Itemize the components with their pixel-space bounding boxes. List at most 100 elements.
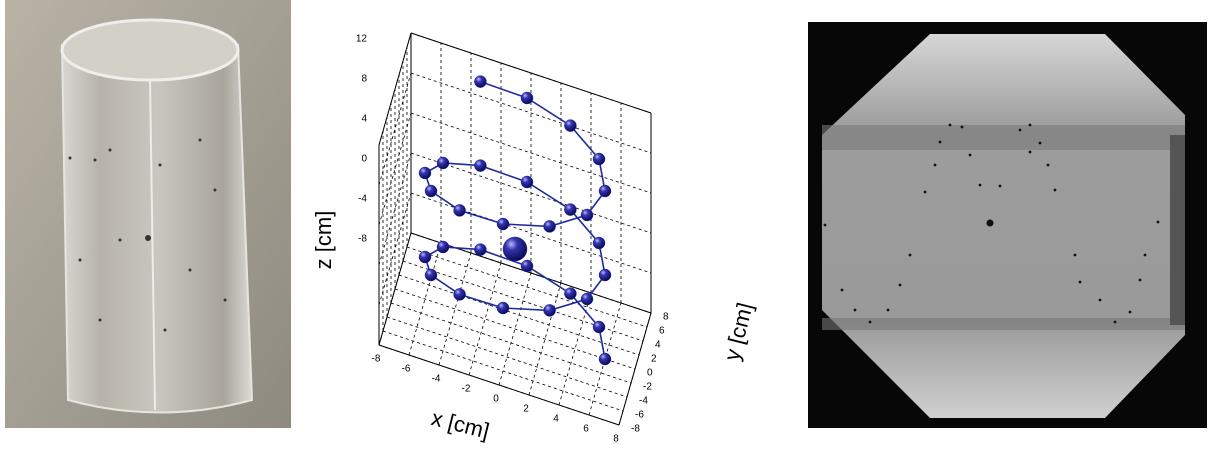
marker <box>580 208 594 222</box>
x-tick-label: 0 <box>493 394 499 405</box>
z-tick-label: -4 <box>358 194 367 205</box>
marker <box>543 304 556 317</box>
helix-chart: x [cm] y [cm] z [cm] -8 -6 -4 -2 0 2 4 6 8 -8 -6 -4… <box>311 32 758 445</box>
marker <box>598 184 612 198</box>
x-tick-label: 8 <box>613 434 619 445</box>
z-tick-label: 0 <box>361 154 367 165</box>
y-tick-label: -4 <box>639 396 648 407</box>
marker <box>496 301 510 315</box>
box-edge <box>378 344 620 426</box>
x-tick-label: -4 <box>432 374 441 385</box>
grid-line <box>558 292 592 406</box>
xray-markers <box>823 123 1160 324</box>
x-tick-label: 2 <box>523 404 529 415</box>
y-tick-label: 4 <box>655 340 661 351</box>
marker <box>564 287 577 300</box>
marker <box>520 259 534 273</box>
phantom-photo <box>5 0 291 428</box>
box-edge <box>410 32 652 114</box>
marker <box>592 152 606 166</box>
marker <box>564 203 577 216</box>
grid-line <box>410 112 652 194</box>
y-tick-label: 2 <box>651 354 657 365</box>
x-tick-label: -2 <box>462 384 471 395</box>
x-tick-label: 6 <box>583 424 589 435</box>
grid-line <box>398 274 640 356</box>
y-tick-label: -6 <box>635 410 644 421</box>
marker <box>453 288 466 301</box>
z-tick-label: 12 <box>356 34 368 45</box>
marker <box>474 75 487 88</box>
grid-line <box>410 72 652 154</box>
marker <box>436 240 450 254</box>
grid-line <box>390 302 632 384</box>
cylinder-body <box>60 29 254 414</box>
xray-image <box>808 22 1207 428</box>
box-edge <box>378 32 412 146</box>
z-axis-label: z [cm] <box>311 211 336 270</box>
grid-line <box>498 272 532 386</box>
marker <box>592 320 606 334</box>
grid-line <box>408 242 442 356</box>
grid-line <box>394 288 636 370</box>
z-tick-label: 8 <box>361 74 367 85</box>
marker <box>564 119 577 132</box>
marker <box>592 236 606 250</box>
x-tick-label: -6 <box>402 364 411 375</box>
xray-field <box>822 34 1185 418</box>
x-axis-label: x [cm] <box>429 405 492 443</box>
marker <box>520 175 534 189</box>
xray-edge <box>1170 135 1185 325</box>
y-tick-label: 0 <box>647 368 653 379</box>
photo-markers <box>68 138 227 332</box>
marker <box>436 156 450 170</box>
marker <box>418 250 432 264</box>
y-tick-label: 6 <box>659 326 665 337</box>
box-edge <box>618 312 652 426</box>
y-tick-label: -8 <box>631 424 640 435</box>
grid-line <box>386 316 628 398</box>
y-axis-label: y [cm] <box>719 300 757 363</box>
grid-line <box>382 330 624 412</box>
grid-line <box>410 152 652 234</box>
grid <box>378 32 652 426</box>
x-tick-label: -8 <box>372 354 381 365</box>
y-tick-label: -2 <box>643 382 652 393</box>
marker <box>453 204 466 217</box>
marker <box>580 292 594 306</box>
grid-line <box>378 152 412 266</box>
box-edge <box>410 232 652 314</box>
box-edge <box>378 232 412 346</box>
grid-line <box>588 302 622 416</box>
grid-line <box>378 192 412 306</box>
marker <box>520 91 534 105</box>
cylinder-seam <box>149 79 156 411</box>
grid-line <box>378 112 412 226</box>
marker <box>418 166 432 180</box>
grid-line <box>438 252 472 366</box>
grid-line <box>468 262 502 376</box>
marker <box>424 268 438 282</box>
marker <box>502 236 528 262</box>
marker <box>598 268 612 282</box>
helix-line <box>424 80 606 360</box>
grid-line <box>528 282 562 396</box>
x-tick-label: 4 <box>553 414 559 425</box>
z-tick-label: -8 <box>358 234 367 245</box>
marker <box>474 243 487 256</box>
z-tick-label: 4 <box>361 114 367 125</box>
grid-line <box>410 192 652 274</box>
grid-line <box>378 72 412 186</box>
cylinder-top <box>60 18 240 82</box>
marker <box>543 220 556 233</box>
y-tick-label: 8 <box>663 312 669 323</box>
marker <box>496 217 510 231</box>
grid-line <box>406 246 648 328</box>
marker <box>424 184 438 198</box>
xray-band-bottom <box>822 318 1185 330</box>
marker <box>598 352 612 366</box>
marker <box>474 159 487 172</box>
xray-band-top <box>822 125 1185 150</box>
